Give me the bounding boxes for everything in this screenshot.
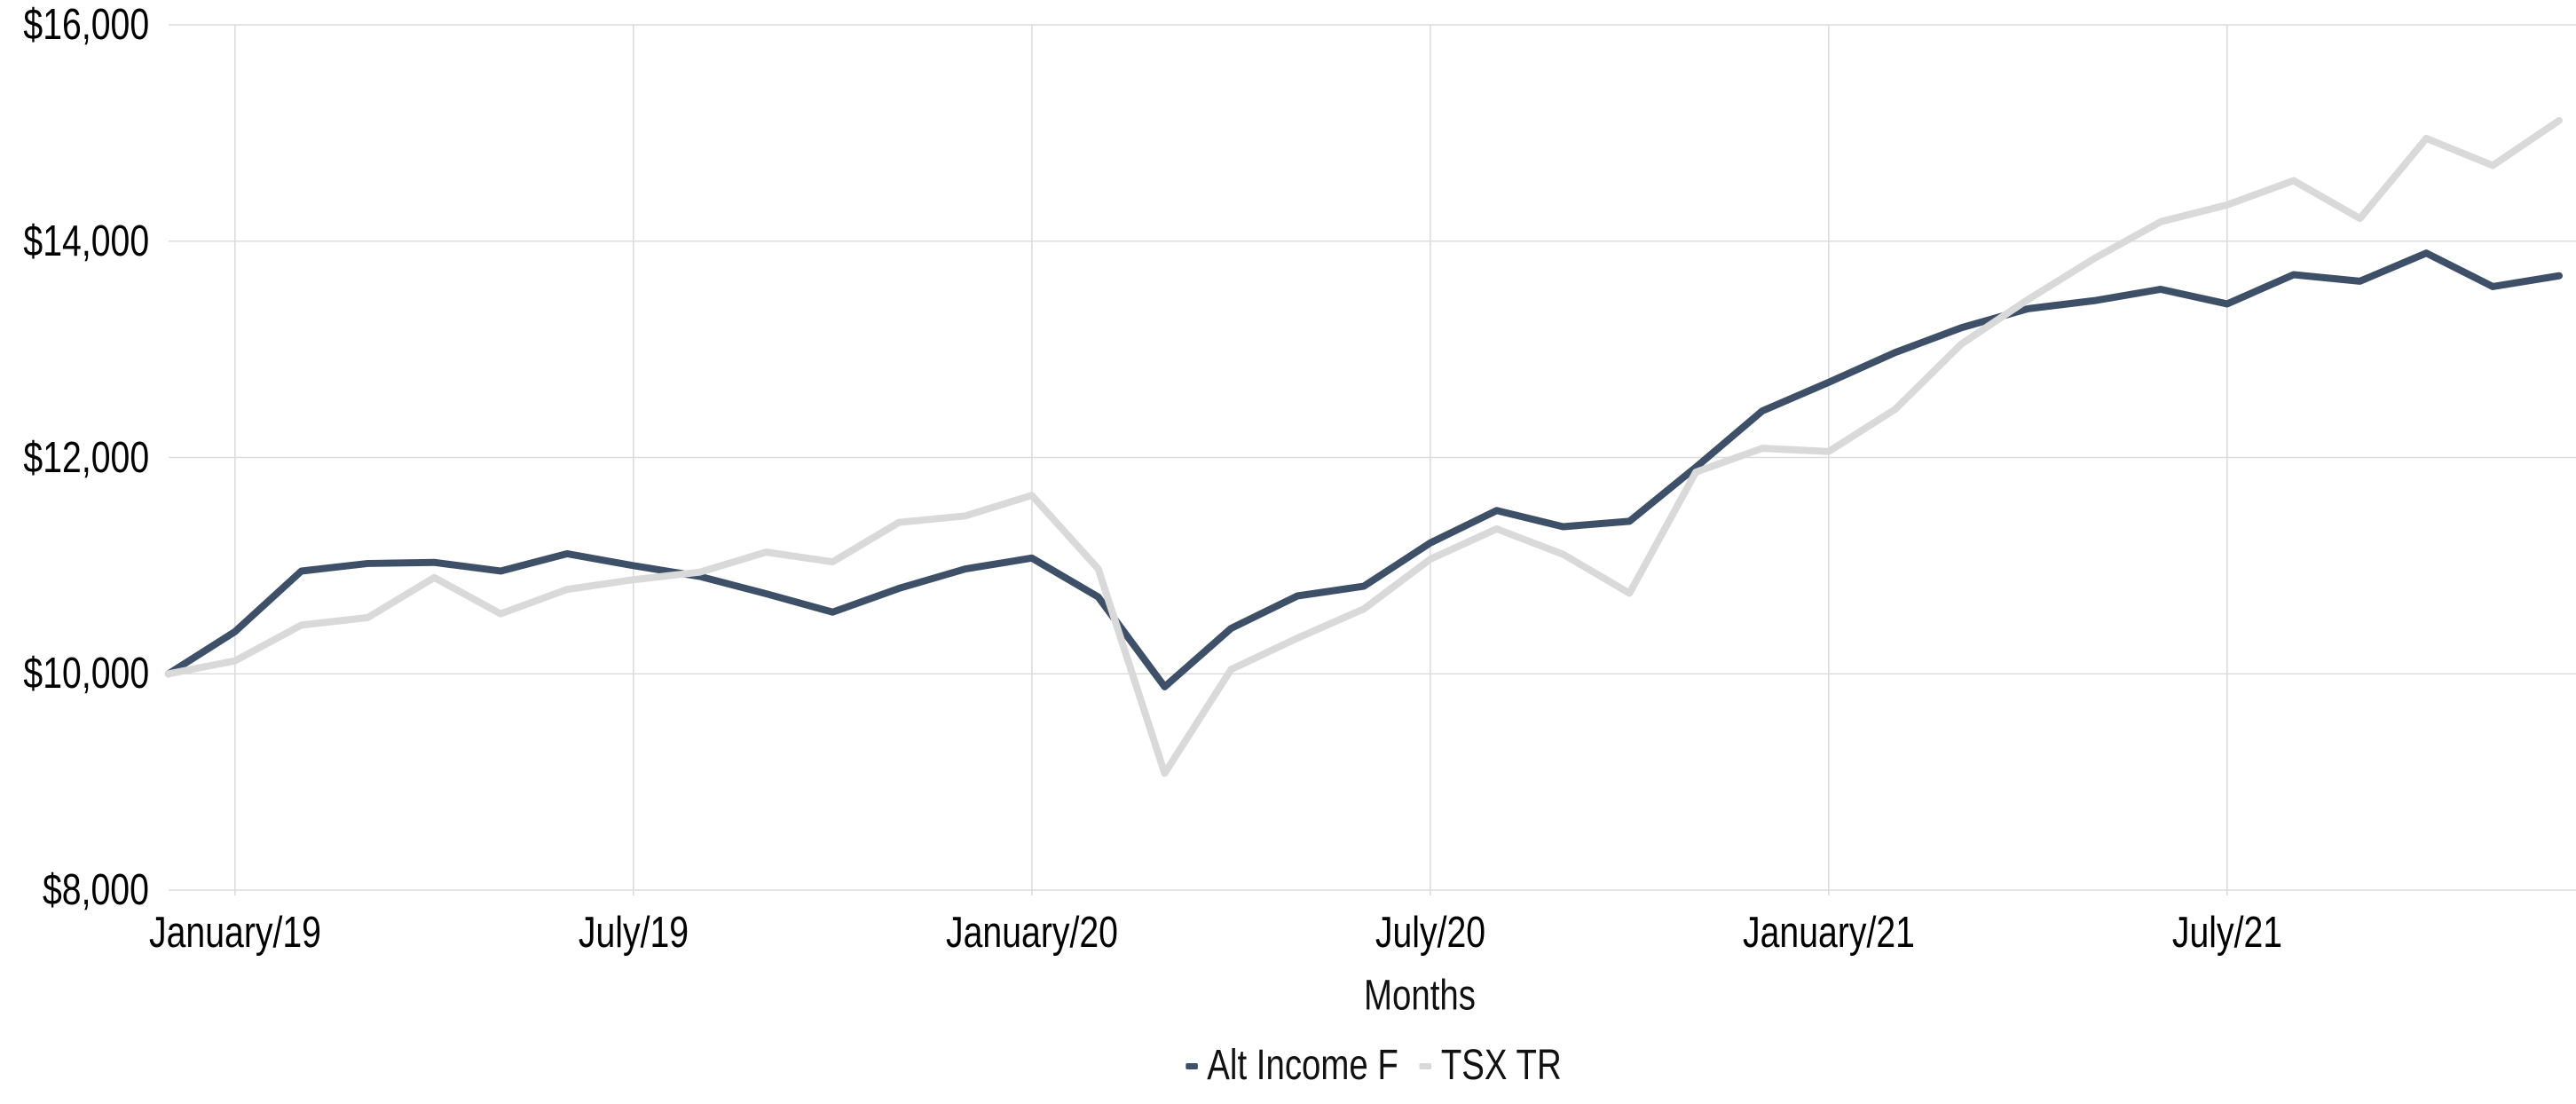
x-axis-tick-january-20: January/20 [946, 909, 1118, 957]
x-axis-tick-july-19: July/19 [578, 909, 689, 957]
legend-item-alt-income-f: Alt Income F [1186, 1045, 1398, 1087]
legend-item-tsx-tr: TSX TR [1419, 1042, 1562, 1089]
x-axis-tick-july-21: July/21 [2171, 909, 2283, 957]
x-axis-title: Months [1364, 972, 1476, 1020]
series-line-tsx-tr [165, 116, 2563, 777]
x-axis-tick-january-19: January/19 [149, 909, 321, 957]
legend-label-tsx-tr: TSX TR [1440, 1042, 1562, 1089]
y-axis-tick-14000: $14,000 [23, 217, 149, 265]
y-axis-tick-10000: $10,000 [23, 650, 149, 698]
chart-legend: Alt Income F TSX TR [1186, 1042, 1562, 1089]
y-axis-tick-12000: $12,000 [23, 434, 149, 482]
legend-label-alt-income-f: Alt Income F [1207, 1042, 1398, 1089]
y-axis-tick-16000: $16,000 [23, 1, 149, 49]
tsx-tr-line-swatch-icon [1419, 1062, 1432, 1069]
x-axis-tick-january-21: January/21 [1743, 909, 1915, 957]
series-line-alt-income-f [165, 249, 2563, 690]
alt-income-f-line-swatch-icon [1186, 1062, 1198, 1069]
x-axis-tick-july-20: July/20 [1375, 909, 1486, 957]
y-axis-tick-8000: $8,000 [43, 866, 149, 914]
